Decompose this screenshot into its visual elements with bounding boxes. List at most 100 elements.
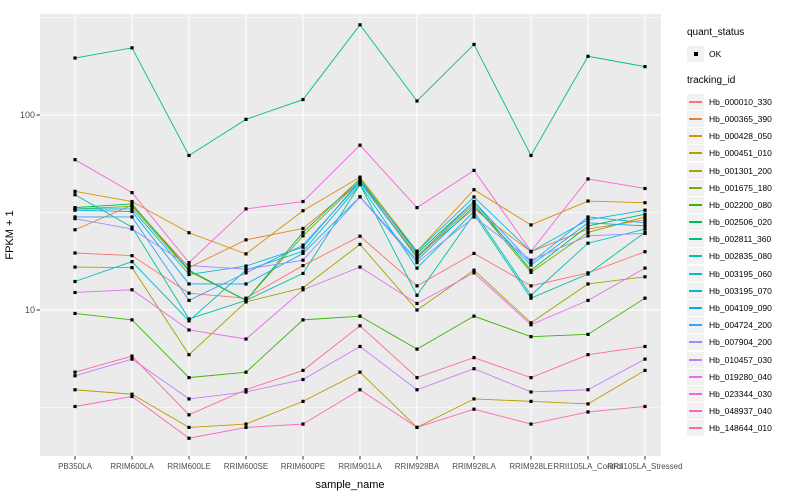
data-point bbox=[73, 189, 77, 193]
legend-key-box bbox=[687, 145, 704, 162]
legend-item: Hb_003195_070 bbox=[687, 282, 772, 299]
data-point bbox=[643, 65, 647, 69]
legend-item: Hb_010457_030 bbox=[687, 351, 772, 368]
data-point bbox=[358, 175, 362, 179]
data-point bbox=[529, 323, 533, 327]
series-label: Hb_000010_330 bbox=[709, 96, 772, 107]
data-point bbox=[586, 177, 590, 181]
data-point bbox=[244, 271, 248, 275]
data-point bbox=[187, 231, 191, 235]
data-point bbox=[529, 296, 533, 300]
legend-item: Hb_003195_060 bbox=[687, 265, 772, 282]
data-point bbox=[586, 230, 590, 235]
data-point bbox=[130, 199, 134, 204]
series-label: Hb_023344_030 bbox=[709, 388, 772, 399]
data-point bbox=[529, 335, 533, 339]
series-line-icon bbox=[689, 100, 702, 103]
data-point bbox=[529, 284, 533, 288]
data-point bbox=[301, 368, 305, 373]
data-point bbox=[244, 388, 248, 392]
data-point bbox=[415, 249, 419, 253]
data-point bbox=[301, 245, 305, 249]
series-label: Hb_001301_200 bbox=[709, 165, 772, 176]
series-label: Hb_002506_020 bbox=[709, 217, 772, 228]
series-label: Hb_004109_090 bbox=[709, 303, 772, 314]
data-point bbox=[358, 242, 362, 246]
series-label: Hb_002811_360 bbox=[709, 234, 772, 245]
legend-item: Hb_002811_360 bbox=[687, 231, 772, 248]
series-label: Hb_000428_050 bbox=[709, 131, 772, 142]
series-line-icon bbox=[689, 375, 702, 378]
data-point bbox=[244, 207, 248, 211]
data-point bbox=[130, 265, 134, 270]
data-point bbox=[73, 228, 77, 232]
data-point bbox=[643, 186, 647, 191]
legend-key-box bbox=[687, 334, 704, 351]
legend-key-box bbox=[687, 265, 704, 282]
legend-key-box bbox=[687, 196, 704, 213]
legend-item: Hb_148644_010 bbox=[687, 420, 772, 437]
x-tick-label: RRIM600PE bbox=[281, 462, 325, 471]
series-line-icon bbox=[689, 238, 702, 241]
data-point bbox=[529, 390, 533, 394]
data-point bbox=[643, 218, 647, 222]
data-point bbox=[586, 353, 590, 357]
data-point bbox=[130, 288, 134, 292]
series-line-icon bbox=[689, 221, 702, 224]
legend-item: Hb_000451_010 bbox=[687, 145, 772, 162]
legend-key-box bbox=[687, 248, 704, 265]
legend-key-box bbox=[687, 420, 704, 437]
legend-key-box bbox=[687, 385, 704, 402]
x-tick-label: RRIM901LA bbox=[338, 462, 382, 471]
data-point bbox=[187, 319, 191, 323]
data-point bbox=[643, 227, 647, 231]
data-point bbox=[130, 46, 134, 50]
data-point bbox=[415, 266, 419, 270]
data-point bbox=[472, 212, 476, 216]
data-point bbox=[415, 251, 419, 256]
legend-key-box bbox=[687, 162, 704, 179]
series-line-icon bbox=[689, 324, 702, 327]
data-point bbox=[586, 402, 590, 406]
data-point bbox=[244, 238, 248, 242]
x-tick-label: RRIM600LE bbox=[167, 462, 211, 471]
data-point bbox=[187, 261, 191, 265]
series-line-icon bbox=[689, 186, 702, 189]
data-point bbox=[529, 376, 533, 380]
data-point bbox=[187, 436, 191, 440]
data-point bbox=[244, 298, 248, 303]
legend-item-quant-ok: OK bbox=[687, 45, 772, 62]
data-point bbox=[73, 374, 77, 378]
data-point bbox=[472, 397, 476, 401]
data-point bbox=[472, 199, 476, 204]
data-point bbox=[586, 298, 590, 303]
data-point bbox=[643, 208, 647, 212]
data-point bbox=[415, 376, 419, 380]
data-point bbox=[301, 199, 305, 204]
data-point bbox=[130, 202, 134, 206]
data-point bbox=[415, 293, 419, 297]
data-point bbox=[358, 324, 362, 328]
y-tick-label: 10 bbox=[25, 305, 35, 315]
data-point bbox=[244, 252, 248, 256]
legend-spacer bbox=[687, 62, 772, 75]
data-point bbox=[187, 265, 191, 270]
legend-item: Hb_000365_390 bbox=[687, 110, 772, 127]
data-point bbox=[529, 399, 533, 403]
data-point bbox=[130, 207, 134, 211]
series-line-icon bbox=[689, 289, 702, 292]
data-point bbox=[529, 422, 533, 426]
data-point bbox=[586, 227, 590, 231]
data-point bbox=[244, 337, 248, 341]
data-point bbox=[415, 425, 419, 430]
data-point bbox=[586, 218, 590, 222]
series-label: Hb_010457_030 bbox=[709, 354, 772, 365]
legend-item: Hb_000010_330 bbox=[687, 93, 772, 110]
plot-panel-background bbox=[40, 14, 661, 456]
data-point bbox=[472, 204, 476, 208]
data-point bbox=[244, 264, 248, 268]
data-point bbox=[73, 251, 77, 255]
data-point bbox=[301, 258, 305, 262]
data-point bbox=[73, 215, 77, 219]
data-point bbox=[586, 234, 590, 238]
